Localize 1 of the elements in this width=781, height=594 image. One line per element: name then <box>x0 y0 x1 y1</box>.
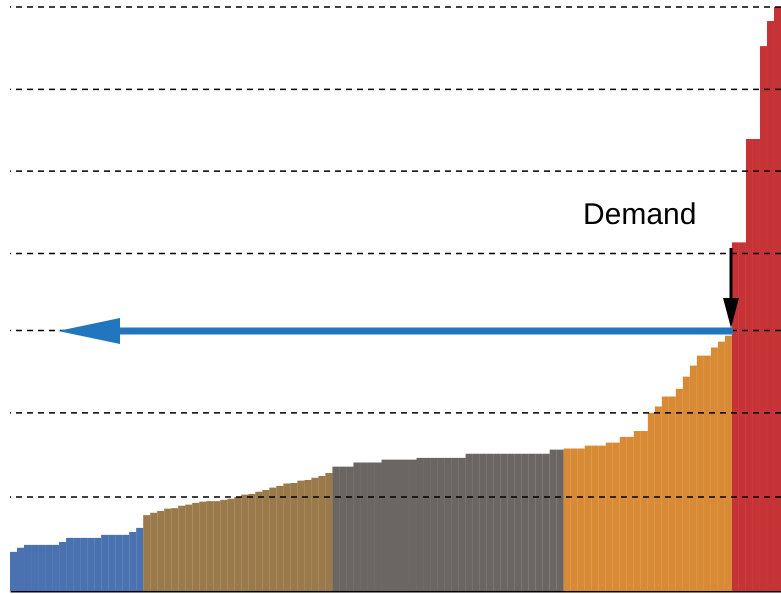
annotation: Demand <box>583 198 696 232</box>
